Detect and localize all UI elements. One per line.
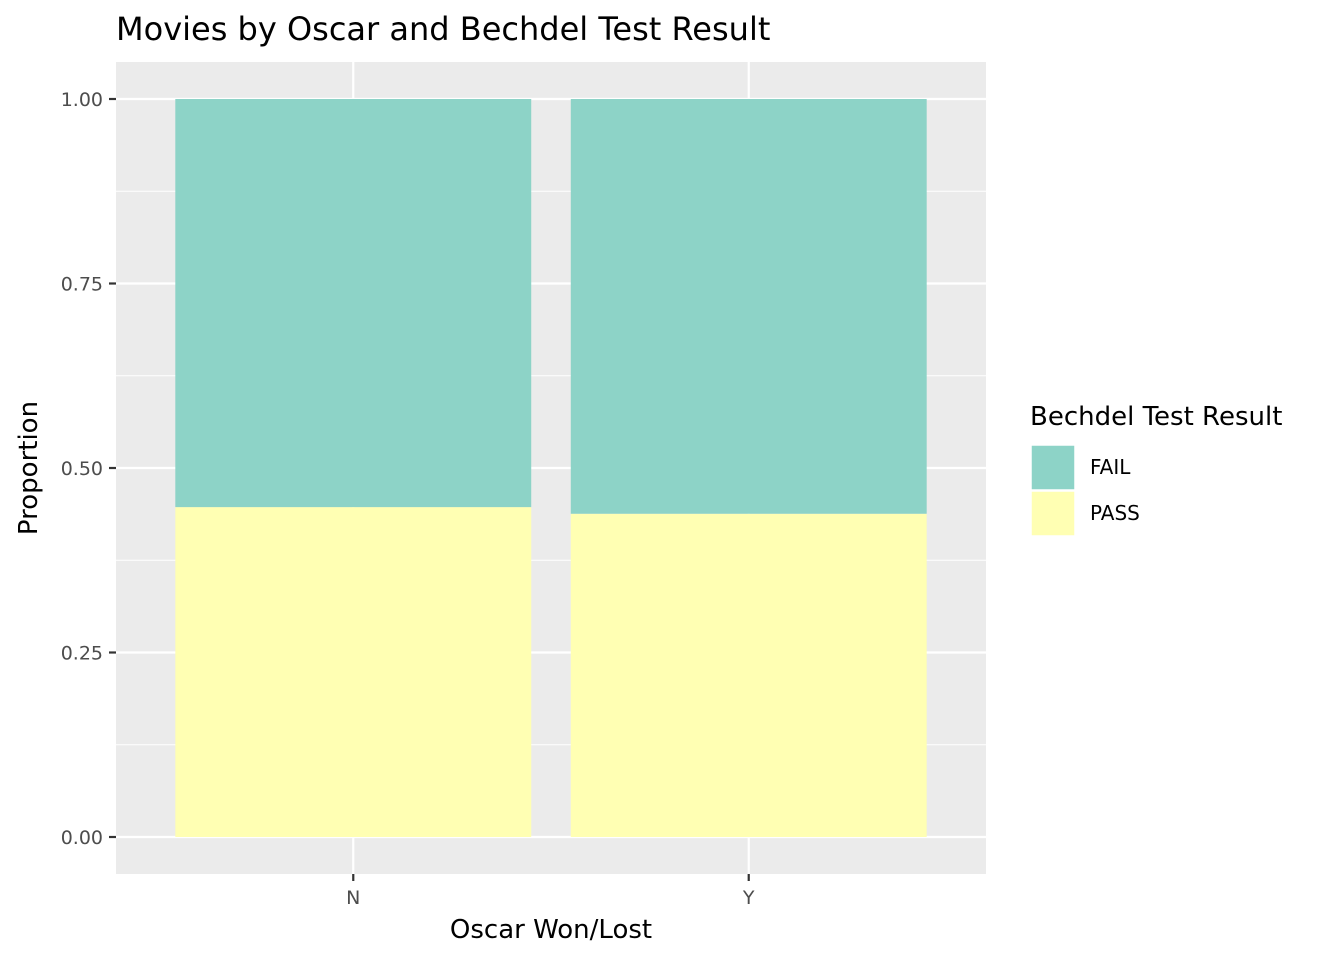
bar-pass-y	[570, 513, 927, 837]
legend-items: FAIL PASS	[1030, 444, 1140, 537]
legend: Bechdel Test Result FAIL PASS	[1030, 402, 1282, 537]
y-tick-label: 0.75	[61, 274, 103, 296]
legend-key-pass	[1030, 490, 1076, 537]
bar-fail-y	[570, 99, 927, 514]
y-axis: 0.00 0.25 0.50 0.75 1.00	[61, 89, 116, 849]
legend-label-pass: PASS	[1090, 501, 1140, 525]
y-tick-label: 0.25	[61, 643, 103, 665]
legend-title: Bechdel Test Result	[1030, 402, 1282, 432]
x-tick-label: N	[346, 887, 360, 909]
y-tick-label: 1.00	[61, 89, 103, 111]
y-tick-label: 0.00	[61, 827, 103, 849]
x-tick-label: Y	[742, 887, 755, 909]
bar-fail-n	[175, 99, 532, 508]
legend-key-fail	[1030, 444, 1076, 491]
chart-title: Movies by Oscar and Bechdel Test Result	[116, 10, 770, 48]
legend-label-fail: FAIL	[1090, 455, 1131, 479]
y-axis-title: Proportion	[14, 401, 44, 535]
x-axis-title: Oscar Won/Lost	[450, 915, 652, 945]
bars	[175, 99, 927, 837]
bar-pass-n	[175, 507, 532, 837]
y-tick-label: 0.50	[61, 458, 103, 480]
